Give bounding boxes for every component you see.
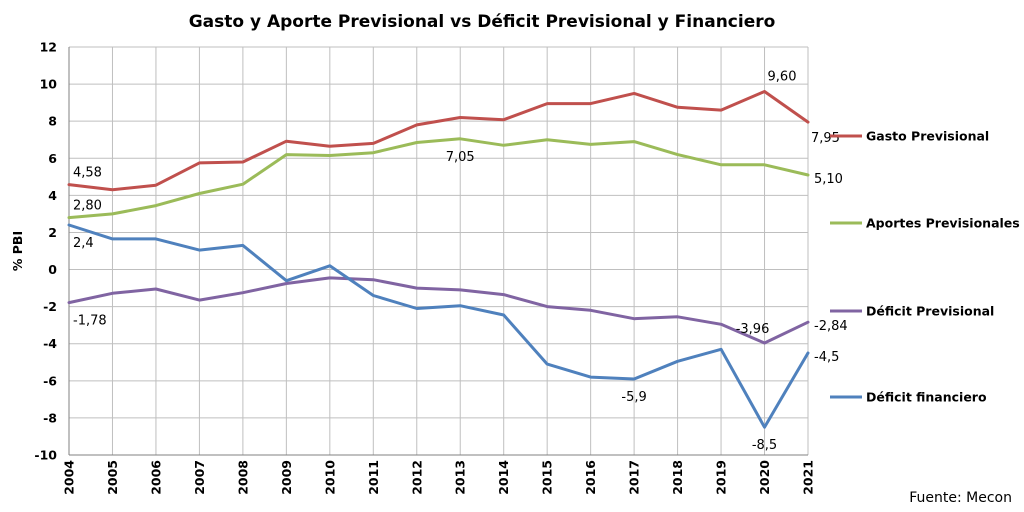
y-tick-label: 2: [48, 225, 57, 240]
series-lines: [67, 90, 810, 429]
x-tick-label: 2017: [627, 460, 642, 495]
legend-label: Déficit Previsional: [866, 304, 994, 319]
x-tick-label: 2005: [105, 460, 120, 495]
y-tick-label: 12: [40, 40, 57, 55]
y-tick-label: 6: [48, 151, 57, 166]
x-tick-label: 2018: [670, 460, 685, 495]
data-label: -4,5: [814, 350, 839, 365]
legend: Gasto Previsional Aportes Previsionales Dé…: [830, 129, 1020, 405]
chart-title: Gasto y Aporte Previsional vs Déficit Pr…: [189, 12, 776, 32]
x-tick-label: 2019: [714, 460, 729, 495]
data-label: -2,84: [814, 319, 848, 334]
y-tick-label: -10: [34, 448, 57, 463]
y-tick-label: -4: [43, 336, 57, 351]
x-tick-label: 2009: [279, 460, 294, 495]
data-label: 7,95: [811, 131, 840, 146]
data-label: 7,05: [446, 150, 475, 165]
y-tick-label: -6: [43, 373, 57, 388]
legend-label: Gasto Previsional: [866, 129, 989, 144]
series-line-gasto-previsional: [67, 90, 810, 192]
x-tick-label: 2016: [583, 460, 598, 495]
y-tick-label: 0: [48, 262, 57, 277]
x-tick-label: 2007: [192, 460, 207, 495]
x-tick-label: 2006: [148, 460, 163, 495]
series-line-d-ficit-previsional: [67, 276, 810, 345]
x-tick-label: 2021: [801, 460, 816, 495]
y-tick-label: 4: [48, 188, 57, 203]
data-label: 4,58: [73, 166, 102, 181]
x-tick-label: 2013: [453, 460, 468, 495]
data-label: 2,4: [73, 236, 94, 251]
data-label: 5,10: [814, 172, 843, 187]
y-tick-label: 8: [48, 114, 57, 129]
source-note: Fuente: Mecon: [909, 490, 1012, 506]
data-label: -5,9: [621, 390, 646, 405]
legend-label: Aportes Previsionales: [866, 216, 1020, 231]
y-axis-label: % PBI: [10, 231, 25, 271]
y-axis-ticks: 12 10 8 6 4 2 0 -2 -4 -6 -8 -10: [34, 40, 57, 463]
legend-label: Déficit financiero: [866, 390, 987, 405]
data-labels: 4,58 9,60 7,95 2,80 7,05 5,10 -1,78 -3,96 -2,84 2…: [73, 70, 848, 454]
x-tick-label: 2008: [235, 460, 250, 495]
y-tick-label: 10: [40, 77, 58, 92]
gridlines: [68, 46, 809, 456]
x-tick-label: 2014: [496, 460, 511, 495]
series-line-aportes-previsionales: [67, 137, 810, 220]
x-tick-label: 2012: [409, 460, 424, 495]
data-label: 2,80: [73, 199, 102, 214]
x-tick-label: 2010: [322, 460, 337, 495]
data-label: 9,60: [768, 70, 797, 85]
y-tick-label: -2: [43, 299, 57, 314]
x-tick-label: 2011: [366, 460, 381, 495]
x-tick-label: 2020: [757, 460, 772, 495]
data-label: -3,96: [736, 322, 770, 337]
data-label: -1,78: [73, 314, 107, 329]
x-axis-ticks: 2004 2005 2006 2007 2008 2009 2010 2011 2012 2013…: [62, 460, 816, 495]
series-line-d-ficit-financiero: [67, 223, 810, 429]
y-tick-label: -8: [43, 410, 57, 425]
data-label: -8,5: [752, 438, 777, 453]
x-tick-label: 2015: [540, 460, 555, 495]
x-tick-label: 2004: [62, 460, 77, 495]
